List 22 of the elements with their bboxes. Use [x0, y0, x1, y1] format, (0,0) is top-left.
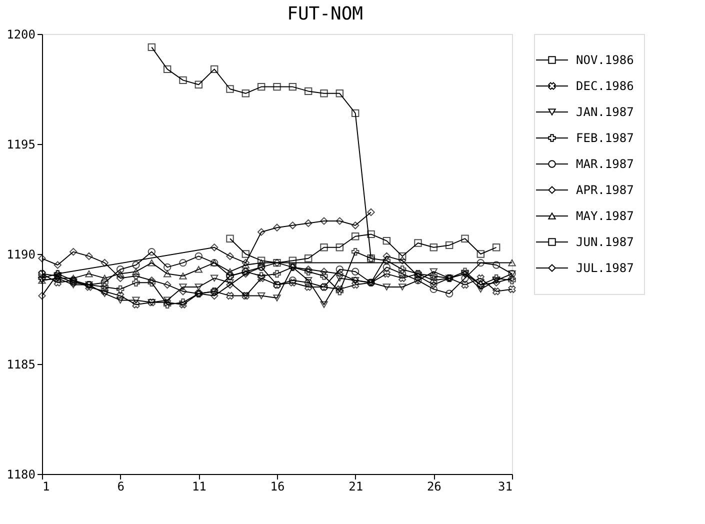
y-tick-label: 1195 — [6, 138, 36, 152]
chart-title: FUT-NOM — [287, 4, 364, 24]
x-tick-label: 11 — [192, 480, 206, 494]
y-tick-label: 1180 — [6, 468, 36, 482]
legend-label: FEB.1987 — [576, 131, 634, 145]
legend-label: JAN.1987 — [576, 105, 634, 119]
legend-label: MAY.1987 — [576, 209, 634, 223]
x-tick-label: 6 — [117, 480, 124, 494]
legend-label: JUN.1987 — [576, 235, 634, 249]
legend-label: DEC.1986 — [576, 79, 634, 93]
legend-label: JUL.1987 — [576, 261, 634, 275]
x-tick-label: 31 — [498, 480, 512, 494]
y-tick-label: 1190 — [6, 248, 36, 262]
y-tick-label: 1200 — [6, 28, 36, 42]
x-tick-label: 21 — [348, 480, 364, 494]
legend-label: NOV.1986 — [576, 53, 634, 67]
legend-label: APR.1987 — [576, 183, 634, 197]
x-tick-label: 1 — [42, 480, 50, 494]
x-tick-label: 16 — [270, 480, 285, 494]
y-tick-label: 1185 — [6, 358, 36, 372]
legend-label: MAR.1987 — [576, 157, 634, 171]
x-tick-label: 26 — [426, 480, 442, 494]
